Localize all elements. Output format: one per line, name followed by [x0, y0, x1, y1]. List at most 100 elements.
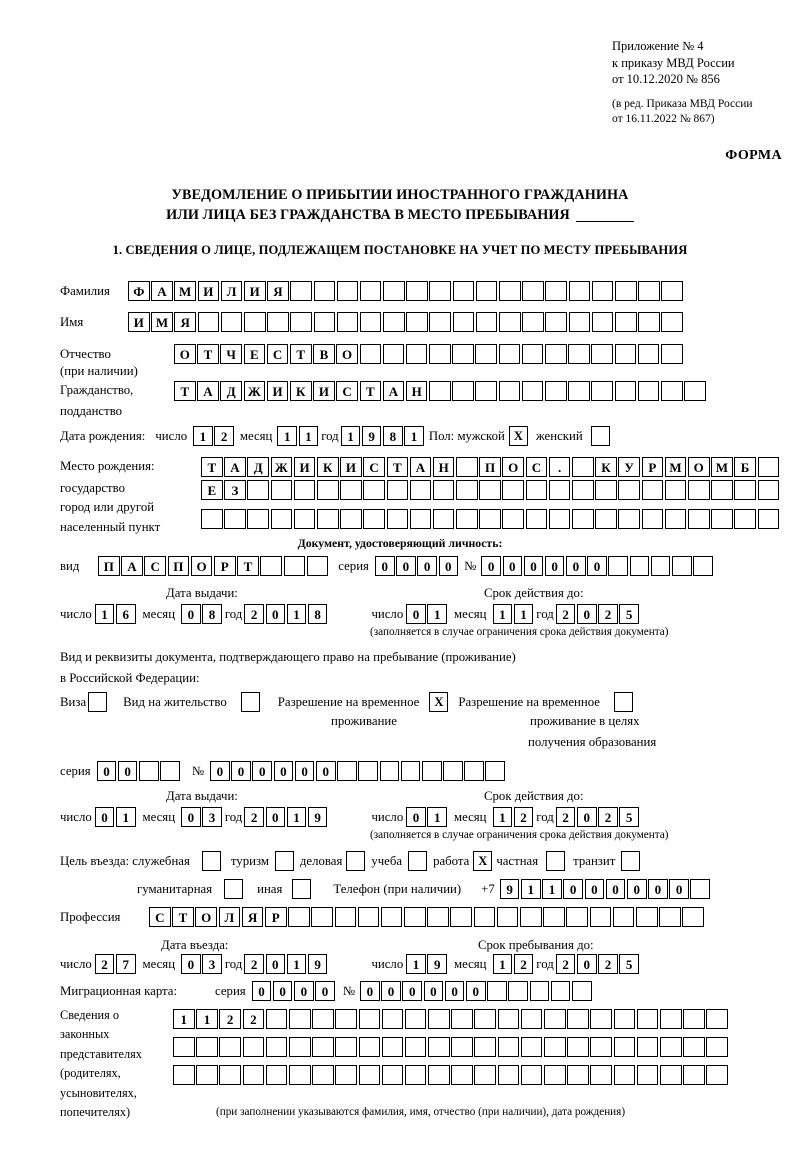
char-cell[interactable]: [475, 344, 498, 365]
char-cell[interactable]: 0: [272, 981, 293, 1002]
char-cell[interactable]: 2: [513, 807, 534, 828]
char-cell[interactable]: [566, 907, 588, 928]
char-cell[interactable]: [313, 312, 336, 333]
char-cell[interactable]: 0: [576, 604, 597, 625]
char-cell[interactable]: 0: [423, 981, 444, 1002]
char-cell[interactable]: [757, 509, 780, 530]
char-cell[interactable]: [613, 1037, 636, 1058]
char-cell[interactable]: Ж: [270, 457, 293, 478]
char-cell[interactable]: А: [121, 556, 143, 577]
char-cell[interactable]: 1: [492, 604, 513, 625]
char-cell[interactable]: [288, 1037, 311, 1058]
char-cell[interactable]: [359, 281, 382, 302]
char-cell[interactable]: О: [336, 344, 358, 365]
char-cell[interactable]: [690, 879, 711, 900]
char-cell[interactable]: 0: [381, 981, 401, 1002]
purpose-humanitarian-checkbox[interactable]: [224, 879, 244, 900]
char-cell[interactable]: 8: [383, 426, 403, 447]
char-cell[interactable]: 1: [193, 426, 213, 447]
char-cell[interactable]: [270, 480, 293, 501]
char-cell[interactable]: [242, 1037, 265, 1058]
char-cell[interactable]: [334, 907, 357, 928]
char-cell[interactable]: [591, 281, 614, 302]
char-cell[interactable]: Р: [213, 556, 236, 577]
purpose-other-checkbox[interactable]: [292, 879, 312, 900]
char-cell[interactable]: 0: [523, 556, 544, 577]
char-cell[interactable]: [335, 1009, 357, 1030]
char-cell[interactable]: О: [502, 457, 525, 478]
char-cell[interactable]: [427, 907, 449, 928]
char-cell[interactable]: 1: [520, 879, 541, 900]
char-cell[interactable]: А: [409, 457, 432, 478]
char-cell[interactable]: [313, 281, 336, 302]
char-cell[interactable]: 2: [555, 954, 576, 975]
char-cell[interactable]: С: [149, 907, 171, 928]
char-cell[interactable]: 2: [244, 954, 264, 975]
char-cell[interactable]: [340, 509, 362, 530]
char-cell[interactable]: [201, 509, 223, 530]
char-cell[interactable]: [497, 1065, 520, 1086]
char-cell[interactable]: [567, 1065, 589, 1086]
char-cell[interactable]: 0: [417, 556, 437, 577]
purpose-tourism-checkbox[interactable]: [274, 851, 294, 871]
char-cell[interactable]: [452, 281, 475, 302]
char-cell[interactable]: 2: [219, 1009, 241, 1030]
char-cell[interactable]: [485, 761, 506, 782]
char-cell[interactable]: [545, 344, 567, 365]
char-cell[interactable]: [220, 312, 243, 333]
char-cell[interactable]: [590, 1037, 612, 1058]
char-cell[interactable]: И: [340, 457, 362, 478]
char-cell[interactable]: 0: [566, 556, 586, 577]
purpose-study-checkbox[interactable]: [408, 851, 428, 871]
char-cell[interactable]: [525, 509, 548, 530]
char-cell[interactable]: [522, 312, 544, 333]
char-cell[interactable]: 0: [265, 807, 286, 828]
char-cell[interactable]: [243, 312, 266, 333]
char-cell[interactable]: [614, 381, 637, 402]
char-cell[interactable]: [409, 480, 432, 501]
char-cell[interactable]: [502, 480, 525, 501]
char-cell[interactable]: 2: [555, 807, 576, 828]
char-cell[interactable]: 0: [231, 761, 251, 782]
char-cell[interactable]: [498, 381, 521, 402]
char-cell[interactable]: М: [174, 281, 196, 302]
char-cell[interactable]: [429, 344, 451, 365]
char-cell[interactable]: 0: [96, 761, 117, 782]
char-cell[interactable]: [386, 480, 409, 501]
char-cell[interactable]: [452, 312, 475, 333]
char-cell[interactable]: 2: [244, 807, 264, 828]
char-cell[interactable]: [479, 509, 501, 530]
char-cell[interactable]: 7: [115, 954, 136, 975]
char-cell[interactable]: 9: [307, 954, 328, 975]
char-cell[interactable]: [404, 907, 426, 928]
char-cell[interactable]: [614, 312, 637, 333]
char-cell[interactable]: [641, 509, 664, 530]
visa-checkbox[interactable]: [88, 692, 108, 712]
char-cell[interactable]: [265, 1065, 288, 1086]
char-cell[interactable]: М: [151, 312, 173, 333]
char-cell[interactable]: [543, 907, 565, 928]
char-cell[interactable]: [451, 1037, 473, 1058]
char-cell[interactable]: [487, 981, 507, 1002]
char-cell[interactable]: Б: [734, 457, 756, 478]
char-cell[interactable]: [659, 1065, 682, 1086]
char-cell[interactable]: [682, 907, 704, 928]
char-cell[interactable]: [139, 761, 159, 782]
char-cell[interactable]: [335, 1065, 357, 1086]
char-cell[interactable]: И: [266, 381, 289, 402]
char-cell[interactable]: [641, 480, 664, 501]
char-cell[interactable]: А: [151, 281, 173, 302]
char-cell[interactable]: [637, 344, 660, 365]
char-cell[interactable]: 3: [202, 954, 222, 975]
char-cell[interactable]: И: [293, 457, 316, 478]
char-cell[interactable]: [359, 344, 382, 365]
char-cell[interactable]: 1: [427, 807, 447, 828]
